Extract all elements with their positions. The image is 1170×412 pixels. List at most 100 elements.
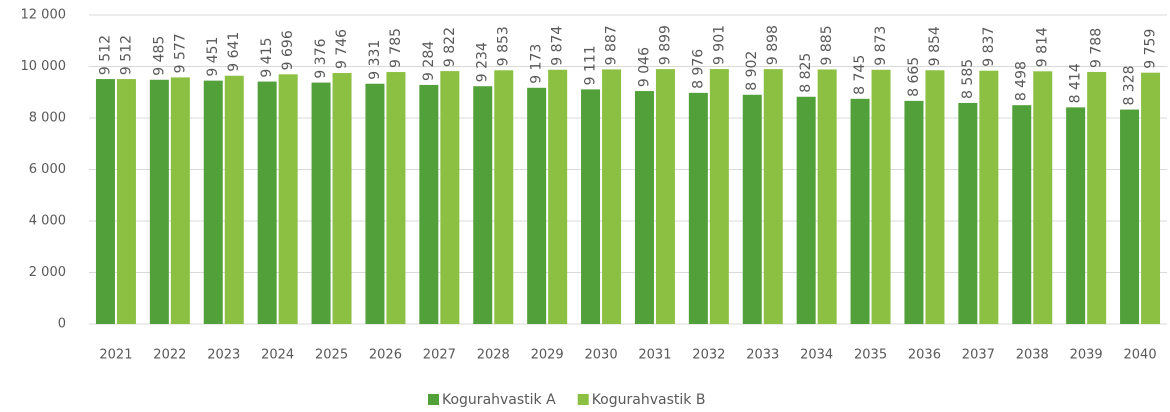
bar	[116, 79, 136, 324]
value-label: 9 284	[421, 41, 437, 81]
x-tick-label: 2033	[746, 348, 779, 363]
bar	[365, 83, 385, 325]
x-tick-label: 2023	[207, 348, 240, 363]
value-label: 9 746	[334, 29, 350, 69]
x-tick-label: 2029	[531, 348, 564, 363]
value-label: 9 173	[529, 44, 545, 84]
value-label: 8 665	[906, 57, 922, 97]
value-label: 9 577	[172, 33, 188, 73]
y-tick-label: 2 000	[29, 265, 66, 280]
value-label: 9 485	[151, 36, 167, 76]
value-label: 9 785	[388, 28, 404, 68]
bar	[1087, 71, 1107, 324]
value-label: 9 837	[981, 27, 997, 67]
x-tick-label: 2039	[1070, 348, 1103, 363]
bar	[763, 69, 783, 325]
value-label: 9 451	[205, 37, 221, 77]
bar	[257, 81, 277, 324]
bar	[548, 69, 568, 324]
legend-label: Kogurahvastik B	[592, 392, 706, 408]
bar	[494, 70, 514, 324]
bar	[688, 92, 708, 324]
bar	[311, 82, 331, 325]
bar	[958, 102, 978, 324]
x-tick-label: 2037	[962, 348, 995, 363]
bar	[386, 72, 406, 324]
x-tick-label: 2027	[423, 348, 456, 363]
bar	[581, 89, 601, 324]
y-tick-label: 8 000	[29, 111, 66, 126]
bar	[1141, 72, 1161, 324]
bar	[473, 86, 493, 324]
bar	[925, 70, 945, 325]
bar	[1033, 71, 1053, 325]
bar	[527, 87, 547, 324]
value-label: 9 641	[226, 32, 242, 72]
bar	[871, 69, 891, 324]
value-label: 9 512	[118, 35, 134, 75]
bar	[149, 79, 169, 324]
bar	[904, 100, 924, 324]
bar	[709, 69, 729, 324]
value-label: 8 745	[852, 55, 868, 95]
bar	[742, 94, 762, 324]
bar	[95, 79, 115, 324]
bar	[602, 69, 622, 324]
x-tick-label: 2040	[1124, 348, 1157, 363]
value-label: 8 976	[690, 49, 706, 89]
value-label: 9 885	[819, 25, 835, 65]
bar	[440, 71, 460, 324]
value-label: 9 854	[927, 26, 943, 66]
bar	[332, 73, 352, 324]
bar	[170, 77, 190, 325]
value-label: 9 873	[873, 26, 889, 66]
y-tick-label: 12 000	[21, 8, 67, 23]
x-tick-label: 2025	[315, 348, 348, 363]
bar	[817, 69, 837, 325]
x-tick-label: 2031	[638, 348, 671, 363]
value-label: 9 814	[1035, 27, 1051, 67]
value-label: 9 111	[583, 45, 599, 85]
bar	[796, 96, 816, 324]
value-label: 9 901	[711, 25, 727, 65]
value-label: 8 328	[1122, 65, 1138, 105]
x-tick-label: 2038	[1016, 348, 1049, 363]
value-label: 9 788	[1089, 28, 1105, 68]
value-label: 9 874	[550, 26, 566, 66]
bar	[224, 75, 244, 324]
x-tick-label: 2030	[585, 348, 618, 363]
value-label: 9 822	[442, 27, 458, 67]
bar	[979, 70, 999, 324]
x-tick-label: 2028	[477, 348, 510, 363]
x-tick-label: 2026	[369, 348, 402, 363]
bar	[1066, 107, 1086, 324]
legend-swatch	[428, 394, 439, 405]
bar	[203, 80, 223, 324]
value-label: 9 415	[259, 37, 275, 77]
y-tick-label: 10 000	[21, 59, 67, 74]
value-label: 8 498	[1014, 61, 1030, 101]
value-label: 8 902	[744, 51, 760, 91]
bar	[278, 74, 298, 324]
value-label: 9 376	[313, 38, 329, 78]
x-tick-label: 2034	[800, 348, 833, 363]
value-label: 9 046	[636, 47, 652, 87]
x-tick-label: 2024	[261, 348, 294, 363]
value-label: 9 899	[657, 25, 673, 65]
x-tick-label: 2036	[908, 348, 941, 363]
x-tick-label: 2032	[692, 348, 725, 363]
x-tick-label: 2021	[99, 348, 132, 363]
value-label: 9 331	[367, 40, 383, 80]
value-label: 8 825	[798, 53, 814, 93]
value-label: 9 887	[604, 25, 620, 65]
bar	[1120, 109, 1140, 324]
x-tick-label: 2022	[153, 348, 186, 363]
legend-swatch	[577, 394, 589, 405]
value-label: 9 234	[475, 42, 491, 82]
value-label: 9 853	[496, 26, 512, 66]
bar	[655, 69, 675, 324]
bar	[634, 91, 654, 325]
value-label: 9 898	[765, 25, 781, 65]
bar	[850, 98, 870, 324]
